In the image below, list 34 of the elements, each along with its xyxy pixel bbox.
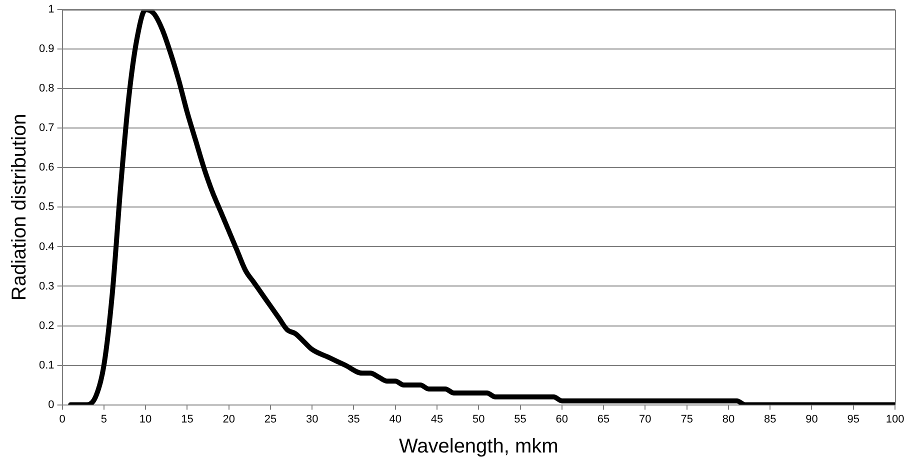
- y-tick-label: 1: [48, 4, 54, 16]
- x-tick-label: 85: [764, 413, 776, 426]
- x-tick-label: 80: [722, 413, 735, 426]
- x-tick-label: 25: [264, 413, 277, 426]
- x-tick-label: 75: [680, 413, 693, 426]
- x-tick-label: 35: [348, 413, 360, 426]
- y-tick-label: 0.5: [38, 201, 54, 214]
- x-tick-label: 55: [514, 413, 526, 426]
- y-axis-title: Radiation distribution: [8, 114, 31, 301]
- x-tick-label: 30: [306, 413, 318, 426]
- x-tick-label: 65: [597, 413, 610, 426]
- y-tick-label: 0.2: [38, 320, 54, 332]
- x-tick-label: 10: [139, 413, 152, 426]
- x-tick-label: 40: [389, 413, 402, 426]
- x-tick-label: 0: [59, 413, 66, 426]
- y-tick-label: 0: [48, 398, 54, 411]
- x-tick-label: 50: [472, 413, 485, 426]
- x-tick-label: 90: [806, 413, 818, 426]
- y-tick-label: 0.3: [38, 280, 54, 292]
- x-tick-label: 95: [847, 413, 860, 426]
- x-axis-title: Wavelength, mkm: [398, 436, 558, 458]
- x-tick-label: 60: [556, 413, 568, 426]
- x-tick-label: 20: [222, 413, 235, 426]
- y-tick-label: 0.1: [38, 359, 54, 372]
- y-tick-label: 0.6: [38, 162, 54, 174]
- x-tick-label: 15: [181, 413, 194, 426]
- y-tick-label: 0.4: [38, 240, 54, 253]
- x-tick-label: 5: [100, 413, 107, 426]
- y-tick-label: 0.8: [38, 82, 54, 95]
- y-tick-label: 0.9: [38, 43, 54, 56]
- x-tick-label: 100: [886, 413, 904, 426]
- y-tick-label: 0.7: [38, 122, 54, 134]
- x-tick-label: 70: [639, 413, 652, 426]
- x-tick-label: 45: [430, 413, 444, 426]
